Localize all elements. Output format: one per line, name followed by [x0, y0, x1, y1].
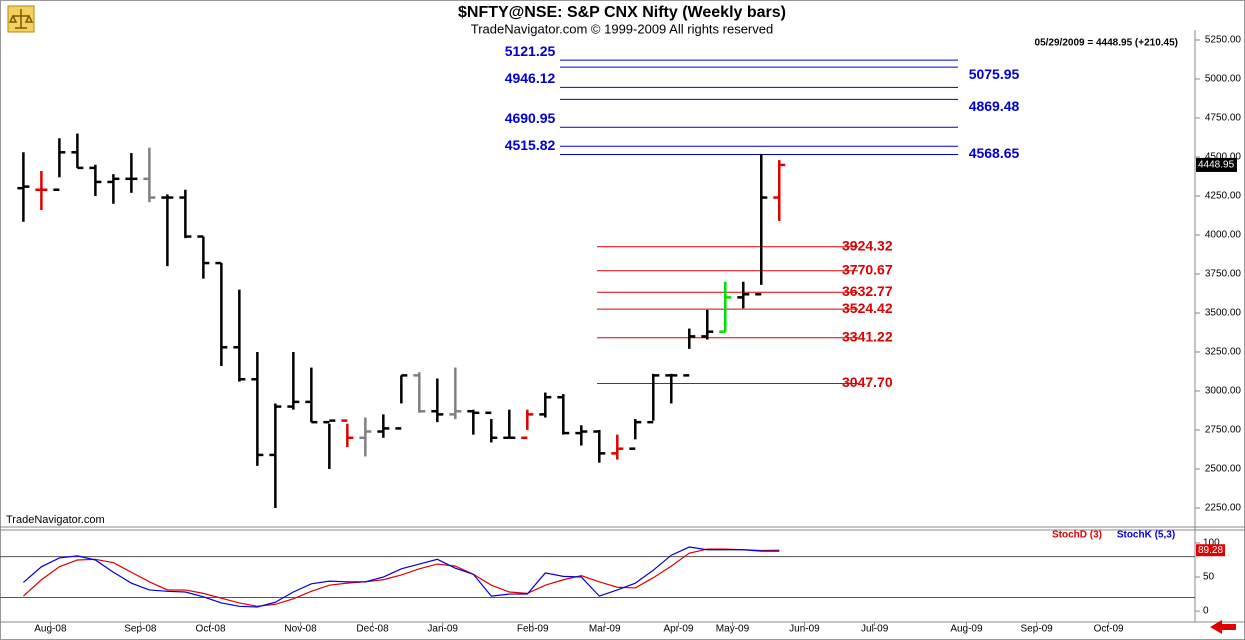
level-label: 3341.22 — [842, 328, 893, 344]
level-label: 4568.65 — [969, 145, 1020, 161]
last-info: 05/29/2009 = 4448.95 (+210.45) — [1035, 38, 1178, 49]
x-tick-label: Nov-08 — [284, 624, 317, 635]
x-tick-label: Feb-09 — [517, 624, 549, 635]
last-price-box — [1196, 157, 1237, 172]
y-tick-label: 50 — [1203, 572, 1215, 583]
y-tick-label: 2250.00 — [1205, 503, 1242, 514]
y-tick-label: 3250.00 — [1205, 347, 1242, 358]
y-tick-label: 5000.00 — [1205, 74, 1242, 85]
chart-title: $NFTY@NSE: S&P CNX Nifty (Weekly bars) — [458, 4, 786, 21]
y-tick-label: 0 — [1203, 606, 1209, 617]
stoch-line — [22, 548, 780, 607]
last-value-label: 89.28 — [1198, 545, 1223, 556]
stoch-line — [23, 546, 780, 608]
level-label: 5075.95 — [969, 66, 1020, 82]
level-label: 3047.70 — [842, 374, 893, 390]
y-tick-label: 2750.00 — [1205, 425, 1242, 436]
legend-entry: StochK (5,3) — [1117, 530, 1175, 541]
level-label: 4946.12 — [505, 70, 556, 86]
y-tick-label: 4750.00 — [1205, 113, 1242, 124]
y-tick-label: 4000.00 — [1205, 230, 1242, 241]
y-tick-label: 4250.00 — [1205, 191, 1242, 202]
x-tick-label: Jun-09 — [789, 624, 820, 635]
x-tick-label: Aug-09 — [950, 624, 983, 635]
level-label: 5121.25 — [505, 43, 556, 59]
y-tick-label: 5250.00 — [1205, 35, 1242, 46]
level-label: 4869.48 — [969, 98, 1020, 114]
chart-subtitle: TradeNavigator.com © 1999-2009 All right… — [471, 21, 773, 36]
x-tick-label: Oct-09 — [1094, 624, 1124, 635]
legend-entry: StochD (3) — [1052, 530, 1102, 541]
logo — [7, 5, 35, 33]
y-tick-label: 4500.00 — [1205, 152, 1242, 163]
y-tick-label: 3500.00 — [1205, 308, 1242, 319]
x-tick-label: Dec-08 — [356, 624, 389, 635]
level-label: 3632.77 — [842, 283, 893, 299]
level-label: 3524.42 — [842, 300, 893, 316]
level-label: 4690.95 — [505, 110, 556, 126]
y-tick-label: 100 — [1203, 538, 1220, 549]
y-tick-label: 2500.00 — [1205, 464, 1242, 475]
last-value-box — [1196, 544, 1225, 557]
x-tick-label: Sep-09 — [1021, 624, 1054, 635]
watermark: TradeNavigator.com — [6, 514, 105, 526]
level-label: 4515.82 — [505, 137, 556, 153]
x-tick-label: Jan-09 — [427, 624, 458, 635]
x-tick-label: Apr-09 — [663, 624, 693, 635]
level-label: 3924.32 — [842, 237, 893, 253]
scroll-arrow[interactable] — [1210, 620, 1236, 634]
x-tick-label: Sep-08 — [124, 624, 157, 635]
level-label: 3770.67 — [842, 261, 893, 277]
x-tick-label: Jul-09 — [861, 624, 889, 635]
x-tick-label: Aug-08 — [34, 624, 67, 635]
y-tick-label: 3000.00 — [1205, 386, 1242, 397]
last-price-label: 4448.95 — [1198, 160, 1235, 171]
x-tick-label: May-09 — [716, 624, 750, 635]
x-tick-label: Mar-09 — [589, 624, 621, 635]
x-tick-label: Oct-08 — [196, 624, 226, 635]
y-tick-label: 3750.00 — [1205, 269, 1242, 280]
